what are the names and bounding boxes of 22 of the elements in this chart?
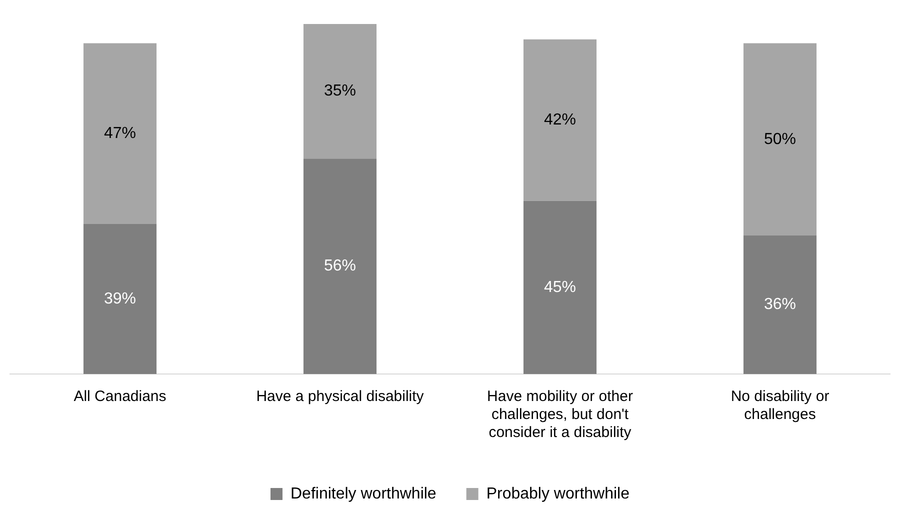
data-label: 45% [544,278,576,296]
bar [523,200,597,374]
data-label: 56% [324,258,356,275]
data-label: 50% [764,130,796,148]
bar [83,43,157,224]
bar [743,236,817,374]
x-tick-label: Have mobility or other challenges, but don't consider it a disability [487,388,633,442]
x-tick-label: All Canadians [74,388,166,406]
bar [83,224,157,374]
data-label: 42% [544,112,576,129]
bar [523,39,597,201]
bar [743,43,817,236]
bar [303,158,377,374]
data-label: 47% [104,125,136,142]
data-label: 35% [324,82,356,100]
data-label: 36% [764,296,796,314]
bar [303,24,377,159]
legend-label: Definitely worthwhile [290,485,436,502]
legend-label: Probably worthwhile [486,485,630,502]
x-tick-label: No disability or challenges [730,388,830,424]
x-tick-label: Have a physical disability [256,388,424,406]
data-label: 39% [104,290,136,308]
